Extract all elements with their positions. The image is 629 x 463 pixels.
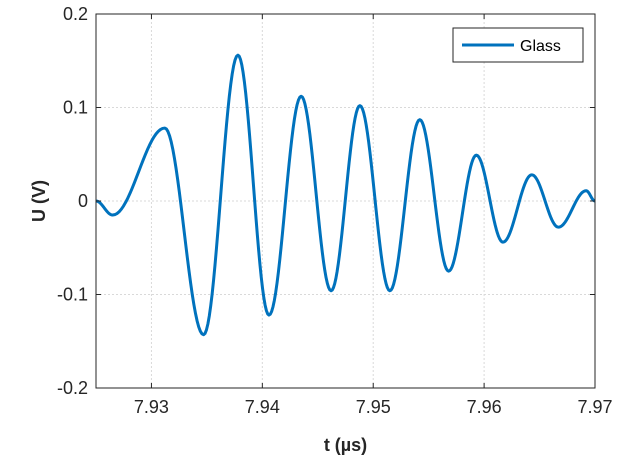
x-tick-label: 7.93 <box>134 397 169 417</box>
tick-labels: 7.93 7.94 7.95 7.96 7.97 -0.2 -0.1 0 0.1 0.2 <box>57 4 613 417</box>
series-layer <box>95 53 597 337</box>
y-tick-label: 0.1 <box>63 98 88 118</box>
y-tick-label: -0.1 <box>57 285 88 305</box>
x-tick-label: 7.95 <box>356 397 391 417</box>
y-tick-label: -0.2 <box>57 378 88 398</box>
x-tick-label: 7.97 <box>577 397 612 417</box>
y-tick-label: 0 <box>78 191 88 211</box>
y-tick-label: 0.2 <box>63 4 88 24</box>
legend: Glass <box>452 27 584 63</box>
legend-label-glass: Glass <box>520 38 561 55</box>
x-tick-label: 7.94 <box>245 397 280 417</box>
ticks <box>96 13 596 389</box>
series-line-glass <box>95 53 597 337</box>
x-tick-label: 7.96 <box>467 397 502 417</box>
y-axis-label: U (V) <box>29 180 49 222</box>
x-axis-label: t (µs) <box>324 435 367 455</box>
